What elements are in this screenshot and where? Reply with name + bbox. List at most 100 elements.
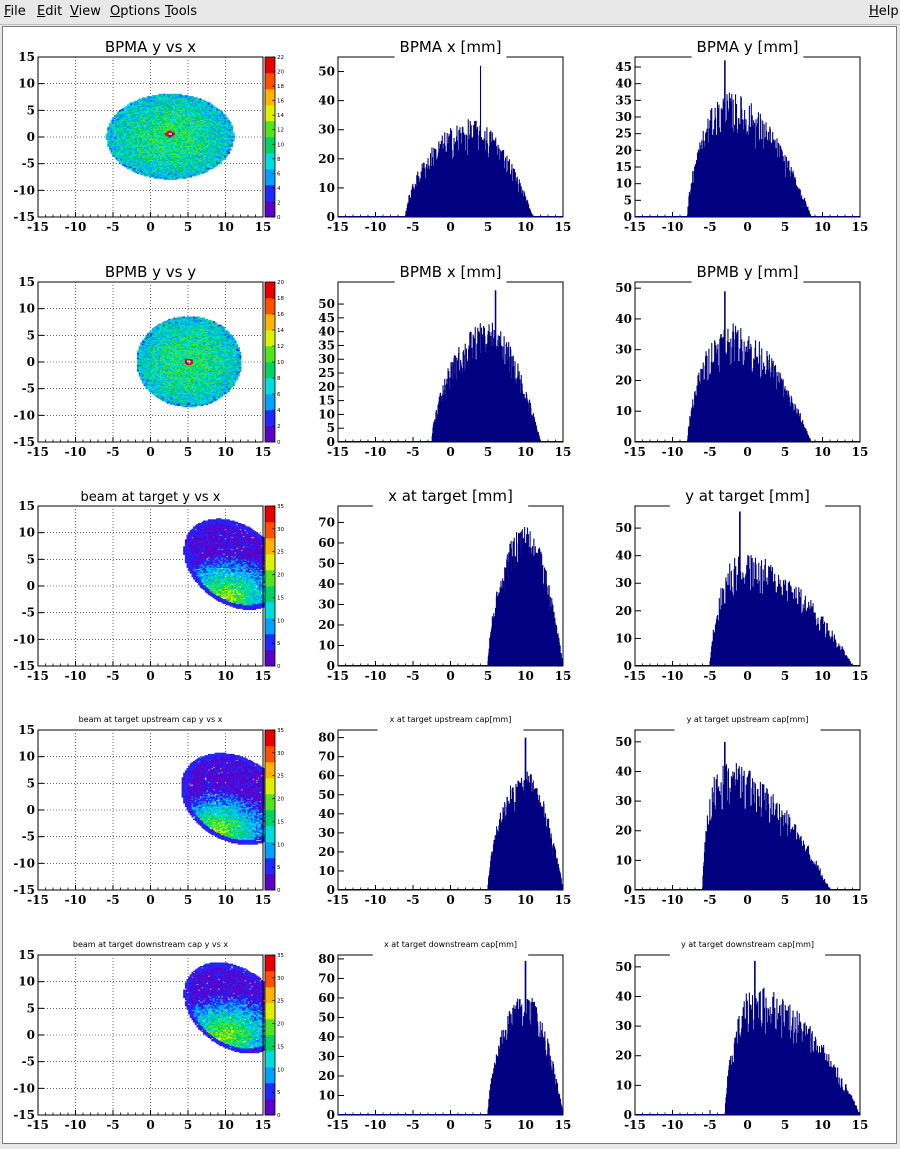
plot-0-cell bbox=[140, 107, 143, 110]
plot-0-cell bbox=[138, 165, 141, 167]
plot-0-cell bbox=[135, 170, 138, 172]
plot-0-cell bbox=[125, 112, 128, 115]
plot-0-title-box bbox=[94, 37, 207, 57]
plot-0-cell bbox=[122, 143, 125, 145]
plot-0-title: BPMA y vs x bbox=[105, 38, 196, 56]
plot-0-cell bbox=[143, 136, 146, 138]
plot-2-xtick-label: 10 bbox=[814, 220, 831, 234]
plot-0-cell bbox=[153, 157, 156, 159]
plot-0-cell bbox=[138, 150, 141, 152]
plot-0-cell bbox=[137, 126, 140, 129]
plot-0-cell bbox=[158, 177, 161, 179]
plot-0-cell bbox=[130, 150, 133, 152]
plot-0-cell bbox=[122, 138, 125, 140]
plot-0-ztick-label: 20 bbox=[277, 70, 284, 76]
plot-0-cell bbox=[155, 107, 158, 110]
plot-0-cell bbox=[135, 157, 138, 159]
plot-0-cell bbox=[133, 131, 136, 133]
menu-file-text: ile bbox=[10, 4, 26, 19]
plot-0-cell bbox=[153, 140, 156, 143]
plot-1-ytick-label: 50 bbox=[318, 65, 335, 79]
plot-0-cell bbox=[118, 153, 121, 156]
plot-0-palette-step bbox=[265, 57, 275, 62]
plot-0-cell bbox=[133, 105, 136, 108]
menu-tools[interactable]: Tools bbox=[165, 4, 197, 19]
plot-0-cell bbox=[130, 130, 133, 132]
plot-0-cell bbox=[122, 118, 125, 120]
plot-0-ztick-label: 14 bbox=[277, 113, 284, 119]
plot-0-cell bbox=[151, 160, 154, 163]
plot-0-cell bbox=[133, 120, 136, 123]
plot-0-cell bbox=[148, 167, 151, 170]
plot-0-cell bbox=[123, 157, 126, 159]
plot-0-cell bbox=[153, 97, 156, 99]
plot-0-cell bbox=[128, 119, 131, 122]
plot-0-cell bbox=[155, 130, 158, 132]
plot-0-cell bbox=[128, 150, 131, 152]
plot-0-cell bbox=[132, 112, 135, 115]
plot-0-cell bbox=[155, 144, 158, 146]
plot-1-xtick-label: 15 bbox=[555, 220, 572, 234]
plot-0-cell bbox=[118, 122, 121, 124]
plot-0-cell bbox=[146, 97, 149, 99]
plot-0-cell bbox=[132, 105, 135, 108]
plot-0-cell bbox=[128, 131, 131, 133]
plot-0-cell bbox=[142, 164, 145, 166]
plot-0-cell bbox=[130, 109, 133, 111]
plot-0-cell bbox=[127, 152, 130, 155]
plot-0-cell bbox=[143, 113, 146, 116]
plot-0-cell bbox=[153, 138, 156, 140]
plot-0-palette-step bbox=[265, 137, 275, 142]
plot-0-cell bbox=[118, 131, 121, 133]
plot-0-cell bbox=[118, 147, 121, 150]
plot-0-cell bbox=[142, 147, 145, 150]
menu-view[interactable]: View bbox=[70, 4, 101, 19]
plot-0-cell bbox=[109, 131, 112, 133]
plot-0-cell bbox=[158, 167, 161, 170]
plot-0-cell bbox=[146, 129, 149, 131]
plot-0-cell bbox=[151, 105, 154, 108]
plot-0-cell bbox=[138, 147, 141, 150]
plot-0-cell bbox=[128, 165, 131, 167]
plot-0-cell bbox=[145, 122, 148, 124]
plot-0-cell bbox=[132, 114, 135, 117]
plot-0-palette-step bbox=[265, 197, 275, 202]
plot-0-cell bbox=[143, 158, 146, 160]
plot-0-cell bbox=[135, 100, 138, 103]
plot-0-palette-step bbox=[265, 185, 275, 190]
plot-2-ytick-label: 35 bbox=[615, 93, 632, 107]
plot-0-cell bbox=[123, 130, 126, 132]
menu-file[interactable]: File bbox=[4, 4, 26, 19]
plot-0-cell bbox=[153, 122, 156, 124]
plot-0-cell bbox=[110, 143, 113, 145]
plot-0-cell bbox=[112, 151, 115, 153]
plot-0-cell bbox=[155, 151, 158, 153]
plot-0-cell bbox=[150, 96, 153, 98]
plot-0-cell bbox=[153, 117, 156, 119]
plot-0-cell bbox=[156, 125, 159, 128]
plot-0-cell bbox=[112, 148, 115, 151]
menu-options[interactable]: Options bbox=[110, 4, 160, 19]
plot-0-cell bbox=[117, 122, 120, 124]
menu-edit[interactable]: Edit bbox=[37, 4, 62, 19]
plot-0-cell bbox=[138, 114, 141, 117]
plot-0-cell bbox=[145, 123, 148, 125]
plot-0-cell bbox=[155, 168, 158, 171]
plot-0-cell bbox=[133, 159, 136, 162]
plot-0-cell bbox=[112, 120, 115, 123]
plot-0-cell bbox=[128, 159, 131, 162]
plot-0-cell bbox=[125, 143, 128, 145]
plot-0-cell bbox=[158, 166, 161, 169]
plot-0-cell bbox=[143, 110, 146, 112]
plot-0-cell bbox=[120, 144, 123, 146]
plot-0-cell bbox=[156, 110, 159, 112]
menu-help[interactable]: Help bbox=[869, 4, 899, 19]
plot-0-cell bbox=[130, 126, 133, 129]
plot-0-cell bbox=[112, 145, 115, 147]
plot-0-cell bbox=[130, 141, 133, 144]
plot-0-cell bbox=[130, 123, 133, 125]
plot-0-cell bbox=[138, 138, 141, 140]
plot-0-cell bbox=[127, 158, 130, 160]
plot-0-cell bbox=[231, 125, 234, 128]
